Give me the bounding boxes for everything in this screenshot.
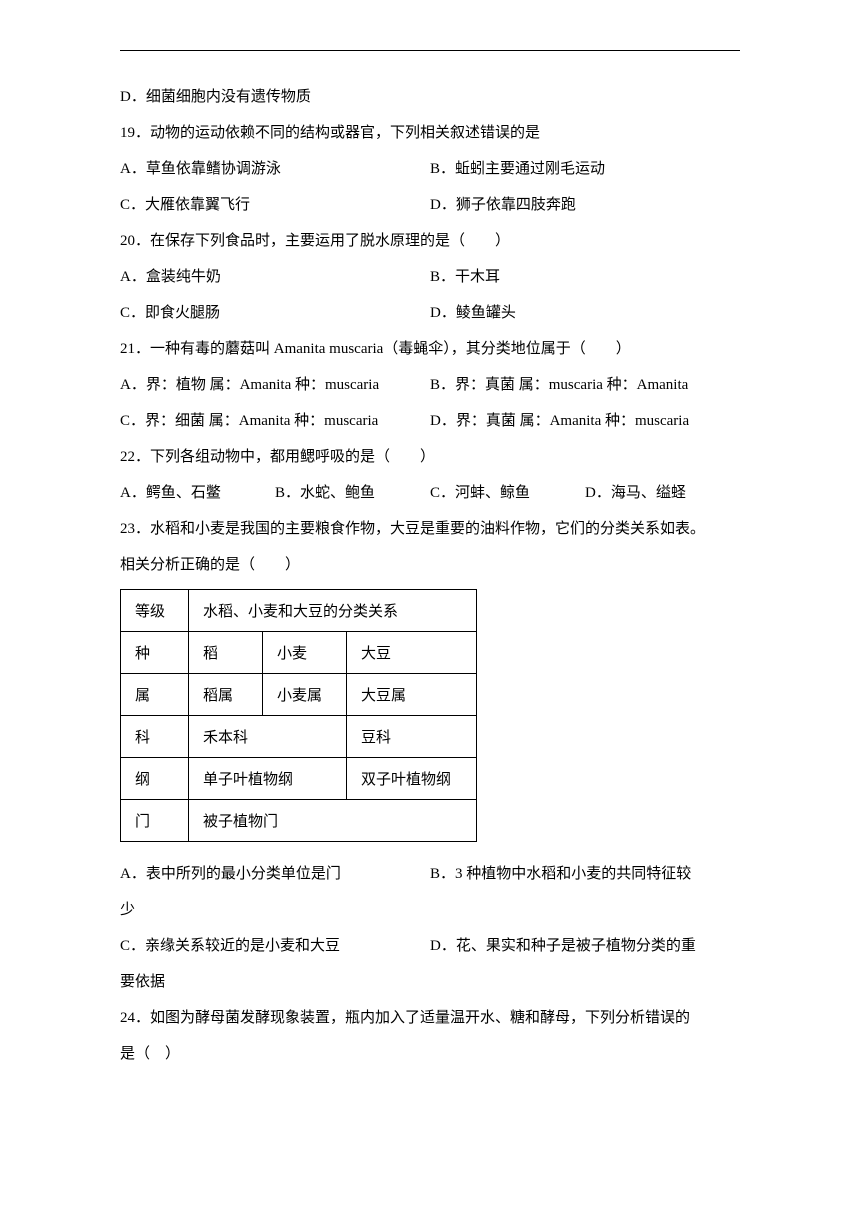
q19-option-a: A．草鱼依靠鳍协调游泳	[120, 151, 430, 187]
table-row: 纲 单子叶植物纲 双子叶植物纲	[121, 758, 477, 800]
q20-option-a: A．盒装纯牛奶	[120, 259, 430, 295]
q19-stem: 19．动物的运动依赖不同的结构或器官，下列相关叙述错误的是	[120, 115, 740, 151]
q22-option-d: D．海马、缢蛏	[585, 475, 740, 511]
table-cell-level: 等级	[121, 590, 189, 632]
bottom-spacer	[120, 1072, 740, 1092]
q23-option-d-line2: 要依据	[120, 964, 740, 1000]
q20-stem: 20．在保存下列食品时，主要运用了脱水原理的是（ ）	[120, 223, 740, 259]
table-cell: 稻属	[189, 674, 263, 716]
table-cell-level: 种	[121, 632, 189, 674]
q23-option-b-line1: B．3 种植物中水稻和小麦的共同特征较	[430, 856, 740, 892]
q21-option-a: A．界：植物 属：Amanita 种：muscaria	[120, 367, 430, 403]
q23-stem-line2: 相关分析正确的是（ ）	[120, 547, 740, 583]
table-cell: 豆科	[347, 716, 477, 758]
table-row: 等级 水稻、小麦和大豆的分类关系	[121, 590, 477, 632]
q22-stem: 22．下列各组动物中，都用鳃呼吸的是（ ）	[120, 439, 740, 475]
q23-stem-line1: 23．水稻和小麦是我国的主要粮食作物，大豆是重要的油料作物，它们的分类关系如表。	[120, 511, 740, 547]
page-container: D．细菌细胞内没有遗传物质 19．动物的运动依赖不同的结构或器官，下列相关叙述错…	[0, 0, 860, 1142]
table-cell: 大豆属	[347, 674, 477, 716]
q23-table: 等级 水稻、小麦和大豆的分类关系 种 稻 小麦 大豆 属 稻属 小麦属 大豆属 …	[120, 589, 477, 842]
q23-options-row2: C．亲缘关系较近的是小麦和大豆 D．花、果实和种子是被子植物分类的重	[120, 928, 740, 964]
table-cell: 小麦	[263, 632, 347, 674]
table-cell: 禾本科	[189, 716, 347, 758]
q21-option-c: C．界：细菌 属：Amanita 种：muscaria	[120, 403, 430, 439]
table-cell: 被子植物门	[189, 800, 477, 842]
q19-option-b: B．蚯蚓主要通过刚毛运动	[430, 151, 740, 187]
table-cell-header: 水稻、小麦和大豆的分类关系	[189, 590, 477, 632]
q24-stem-line2: 是（ ）	[120, 1036, 740, 1072]
q20-option-b: B．干木耳	[430, 259, 740, 295]
q23-option-d-line1: D．花、果实和种子是被子植物分类的重	[430, 928, 740, 964]
q22-option-a: A．鳄鱼、石鳖	[120, 475, 275, 511]
q23-option-c: C．亲缘关系较近的是小麦和大豆	[120, 928, 430, 964]
table-cell: 双子叶植物纲	[347, 758, 477, 800]
q22-option-b: B．水蛇、鲍鱼	[275, 475, 430, 511]
table-cell-level: 纲	[121, 758, 189, 800]
q24-stem-line1: 24．如图为酵母菌发酵现象装置，瓶内加入了适量温开水、糖和酵母，下列分析错误的	[120, 1000, 740, 1036]
table-cell-level: 属	[121, 674, 189, 716]
q20-option-d: D．鲮鱼罐头	[430, 295, 740, 331]
table-cell-level: 门	[121, 800, 189, 842]
q23-options-row1: A．表中所列的最小分类单位是门 B．3 种植物中水稻和小麦的共同特征较	[120, 856, 740, 892]
q22-options: A．鳄鱼、石鳖 B．水蛇、鲍鱼 C．河蚌、鲸鱼 D．海马、缢蛏	[120, 475, 740, 511]
table-row: 属 稻属 小麦属 大豆属	[121, 674, 477, 716]
q19-option-d: D．狮子依靠四肢奔跑	[430, 187, 740, 223]
q21-options: A．界：植物 属：Amanita 种：muscaria B．界：真菌 属：mus…	[120, 367, 740, 439]
q23-option-a: A．表中所列的最小分类单位是门	[120, 856, 430, 892]
table-cell: 大豆	[347, 632, 477, 674]
q18-option-d: D．细菌细胞内没有遗传物质	[120, 79, 740, 115]
table-row: 科 禾本科 豆科	[121, 716, 477, 758]
q19-option-c: C．大雁依靠翼飞行	[120, 187, 430, 223]
q22-option-c: C．河蚌、鲸鱼	[430, 475, 585, 511]
q19-options: A．草鱼依靠鳍协调游泳 B．蚯蚓主要通过刚毛运动 C．大雁依靠翼飞行 D．狮子依…	[120, 151, 740, 223]
q21-stem: 21．一种有毒的蘑菇叫 Amanita muscaria（毒蝇伞），其分类地位属…	[120, 331, 740, 367]
table-cell: 稻	[189, 632, 263, 674]
q20-options: A．盒装纯牛奶 B．干木耳 C．即食火腿肠 D．鲮鱼罐头	[120, 259, 740, 331]
q20-option-c: C．即食火腿肠	[120, 295, 430, 331]
header-divider	[120, 50, 740, 51]
table-cell: 单子叶植物纲	[189, 758, 347, 800]
q21-option-d: D．界：真菌 属：Amanita 种：muscaria	[430, 403, 740, 439]
q23-option-b-line2: 少	[120, 892, 740, 928]
table-row: 种 稻 小麦 大豆	[121, 632, 477, 674]
table-cell: 小麦属	[263, 674, 347, 716]
q21-option-b: B．界：真菌 属：muscaria 种：Amanita	[430, 367, 740, 403]
table-row: 门 被子植物门	[121, 800, 477, 842]
table-cell-level: 科	[121, 716, 189, 758]
